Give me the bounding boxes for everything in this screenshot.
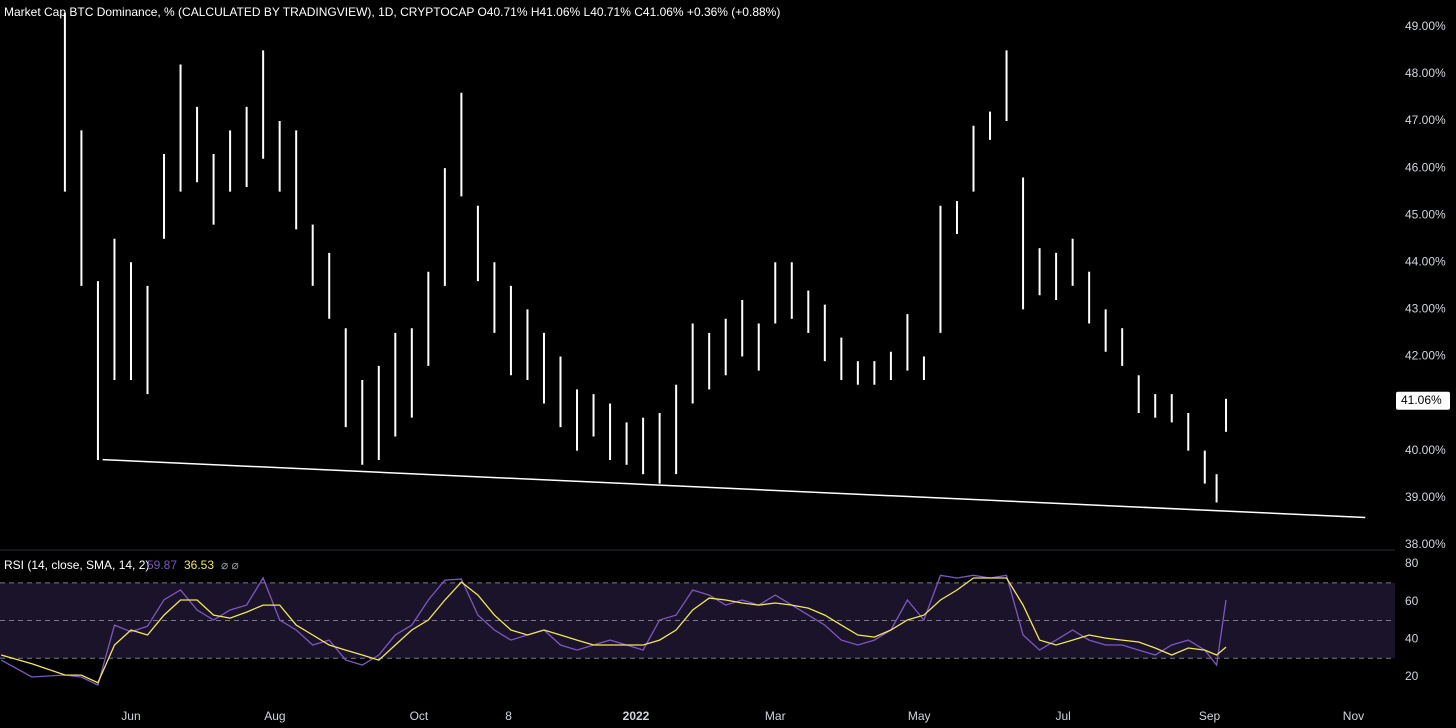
- x-tick-label: 8: [505, 709, 512, 723]
- x-tick-label: Jun: [121, 709, 140, 723]
- y-tick-label: 39.00%: [1405, 490, 1446, 504]
- x-tick-label: 2022: [623, 709, 650, 723]
- x-tick-label: Nov: [1343, 709, 1364, 723]
- rsi-legend-symbols: ⌀ ⌀: [221, 558, 239, 572]
- x-tick-label: May: [908, 709, 931, 723]
- y-tick-label: 20: [1405, 669, 1419, 683]
- y-tick-label: 43.00%: [1405, 302, 1446, 316]
- x-tick-label: Jul: [1056, 709, 1071, 723]
- y-tick-label: 42.00%: [1405, 349, 1446, 363]
- rsi-line: [0, 574, 1227, 687]
- y-tick-label: 38.00%: [1405, 537, 1446, 551]
- y-tick-label: 40: [1405, 632, 1419, 646]
- y-tick-label: 60: [1405, 594, 1419, 608]
- y-tick-label: 49.00%: [1405, 19, 1446, 33]
- y-tick-label: 47.00%: [1405, 113, 1446, 127]
- x-tick-label: Aug: [264, 709, 285, 723]
- last-value-label: 41.06%: [1401, 393, 1442, 407]
- rsi-line: [1, 577, 1227, 684]
- trendline: [102, 458, 1366, 519]
- x-tick-label: Mar: [765, 709, 786, 723]
- y-tick-label: 46.00%: [1405, 160, 1446, 174]
- y-tick-label: 44.00%: [1405, 254, 1446, 268]
- y-tick-label: 48.00%: [1405, 66, 1446, 80]
- x-tick-label: Sep: [1199, 709, 1221, 723]
- rsi-legend-value: 36.53: [184, 558, 214, 572]
- last-value-tag: [1396, 391, 1450, 410]
- chart-title: Market Cap BTC Dominance, % (CALCULATED …: [4, 5, 780, 19]
- rsi-title: RSI (14, close, SMA, 14, 2): [4, 558, 149, 572]
- y-tick-label: 40.00%: [1405, 443, 1446, 457]
- x-tick-label: Oct: [410, 709, 429, 723]
- y-tick-label: 80: [1405, 556, 1419, 570]
- y-tick-label: 45.00%: [1405, 207, 1446, 221]
- rsi-legend-value: 59.87: [147, 558, 177, 572]
